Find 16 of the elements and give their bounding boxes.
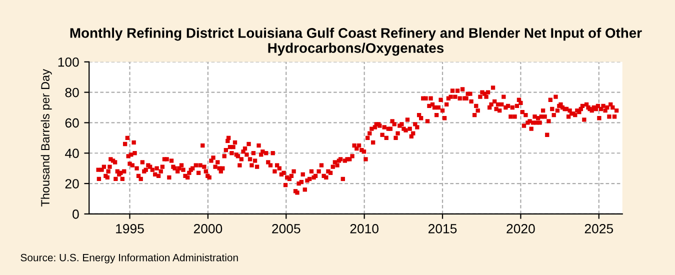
x-tick-label: 2010 [350, 224, 378, 234]
y-tick-label: 20 [65, 179, 79, 188]
x-tick-label: 2025 [584, 224, 614, 234]
chart-title: Monthly Refining District Louisiana Gulf Coast Refinery and Blender Net Input of Other Hydrocarbons/Oxygenates [70, 28, 642, 56]
y-tick-label: 40 [65, 148, 79, 158]
y-tick-label: 60 [65, 118, 79, 128]
y-tick-label: 80 [65, 88, 79, 98]
y-tick-label: 100 [58, 57, 79, 67]
source-note: Source: U.S. Energy Information Administration [20, 254, 238, 264]
x-tick-label: 2015 [428, 224, 457, 234]
x-tick-label: 2000 [194, 224, 222, 234]
x-tick-label: 2005 [272, 224, 300, 234]
y-axis-title: Thousand Barrels per Day [40, 69, 52, 207]
y-tick-label: 0 [72, 210, 79, 219]
x-tick-label: 1995 [116, 224, 144, 234]
x-tick-label: 2020 [506, 224, 535, 234]
